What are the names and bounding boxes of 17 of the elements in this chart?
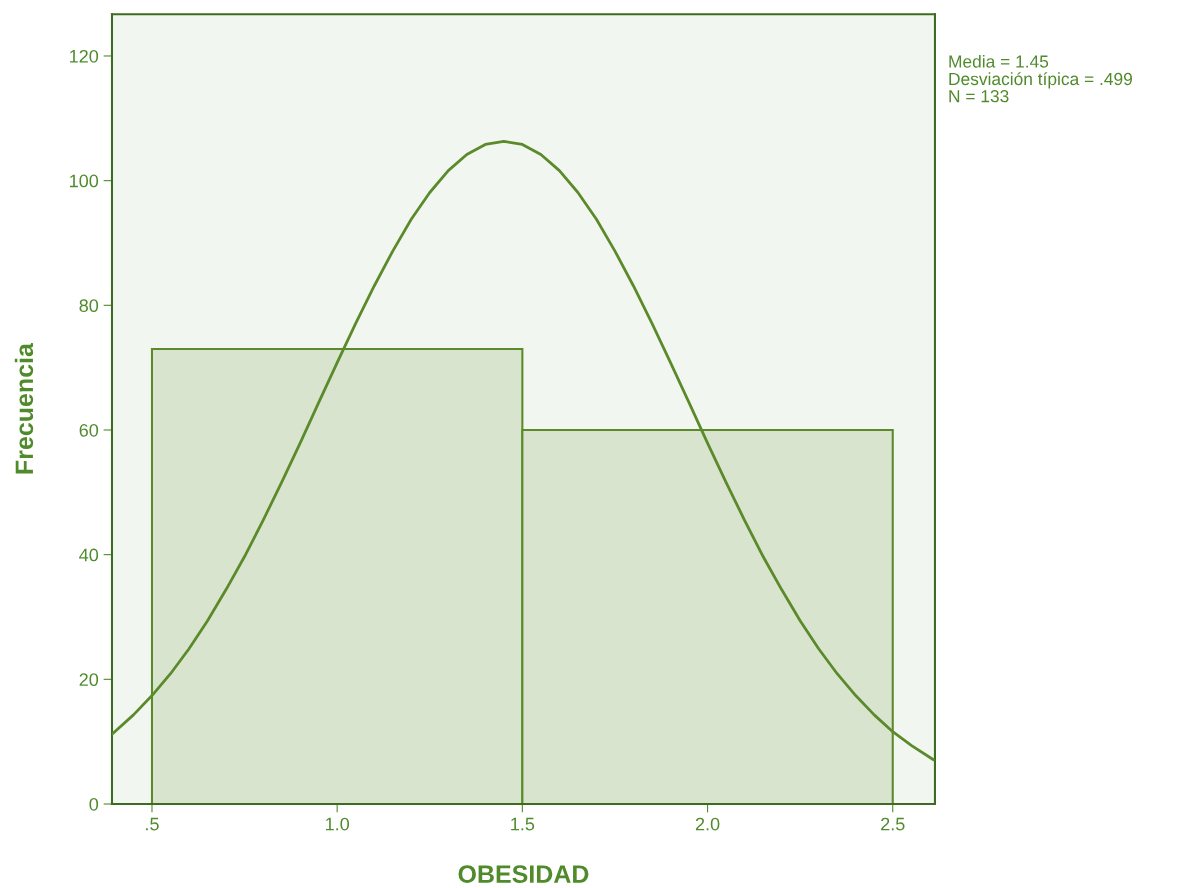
y-tick-label: 80 (79, 299, 99, 313)
x-tick-label: 1.0 (326, 817, 350, 831)
y-tick-label: 0 (89, 797, 99, 811)
x-tick-label: 2.5 (881, 817, 905, 831)
x-axis-title: OBESIDAD (458, 865, 589, 883)
x-tick-label: .5 (146, 817, 159, 831)
y-tick-label: 40 (79, 548, 99, 562)
y-tick-label: 120 (70, 49, 99, 63)
y-tick-label: 100 (70, 174, 99, 188)
x-tick-label: 1.5 (511, 817, 535, 831)
y-tick-label: 60 (79, 423, 99, 437)
text: Media = 1.45 (949, 54, 1049, 68)
y-axis-title: Frecuencia (14, 342, 34, 474)
x-tick-label: 2.0 (695, 817, 720, 831)
y-tick-label: 20 (79, 673, 99, 687)
text: N = 133 (949, 90, 1009, 103)
text: Desviación típica = .499 (949, 72, 1132, 89)
